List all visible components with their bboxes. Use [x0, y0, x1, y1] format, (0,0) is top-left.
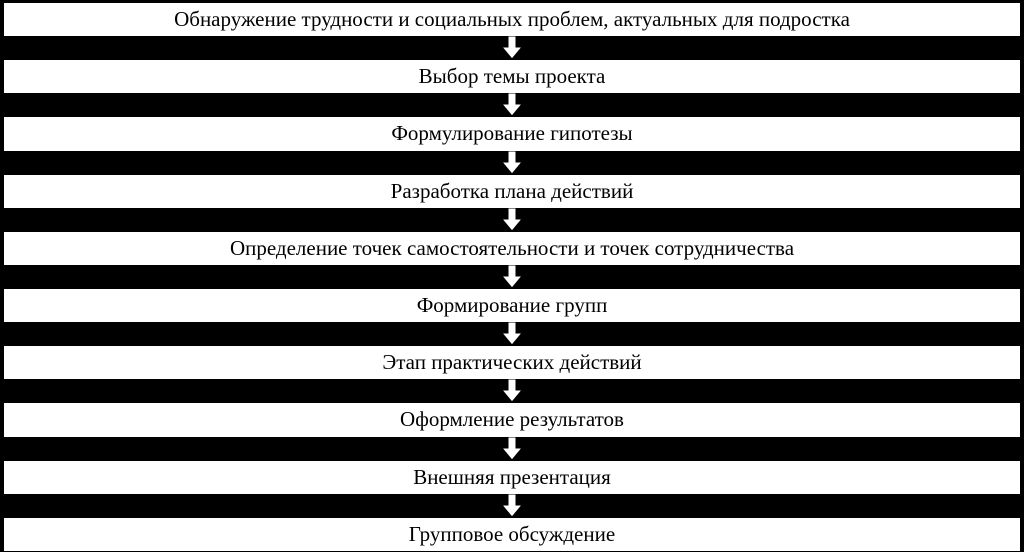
arrow-down-icon	[3, 380, 1021, 402]
step-box: Обнаружение трудности и социальных пробл…	[3, 2, 1021, 37]
arrow-down-icon	[3, 152, 1021, 174]
step-container: Определение точек самостоятельности и то…	[3, 231, 1021, 288]
step-container: Разработка плана действий	[3, 174, 1021, 231]
step-box: Групповое обсуждение	[3, 517, 1021, 552]
step-box: Формулирование гипотезы	[3, 116, 1021, 151]
arrow-down-icon	[3, 37, 1021, 59]
step-box: Определение точек самостоятельности и то…	[3, 231, 1021, 266]
step-box: Формирование групп	[3, 288, 1021, 323]
step-container: Групповое обсуждение	[3, 517, 1021, 552]
step-container: Формулирование гипотезы	[3, 116, 1021, 173]
step-box: Выбор темы проекта	[3, 59, 1021, 94]
step-container: Выбор темы проекта	[3, 59, 1021, 116]
step-container: Этап практических действий	[3, 345, 1021, 402]
step-container: Оформление результатов	[3, 402, 1021, 459]
step-box: Оформление результатов	[3, 402, 1021, 437]
arrow-down-icon	[3, 209, 1021, 231]
step-container: Обнаружение трудности и социальных пробл…	[3, 2, 1021, 59]
arrow-down-icon	[3, 323, 1021, 345]
step-container: Формирование групп	[3, 288, 1021, 345]
step-box: Внешняя презентация	[3, 460, 1021, 495]
arrow-down-icon	[3, 266, 1021, 288]
step-box: Этап практических действий	[3, 345, 1021, 380]
arrow-down-icon	[3, 438, 1021, 460]
step-box: Разработка плана действий	[3, 174, 1021, 209]
arrow-down-icon	[3, 495, 1021, 517]
arrow-down-icon	[3, 94, 1021, 116]
step-container: Внешняя презентация	[3, 460, 1021, 517]
flowchart: Обнаружение трудности и социальных пробл…	[3, 2, 1021, 552]
